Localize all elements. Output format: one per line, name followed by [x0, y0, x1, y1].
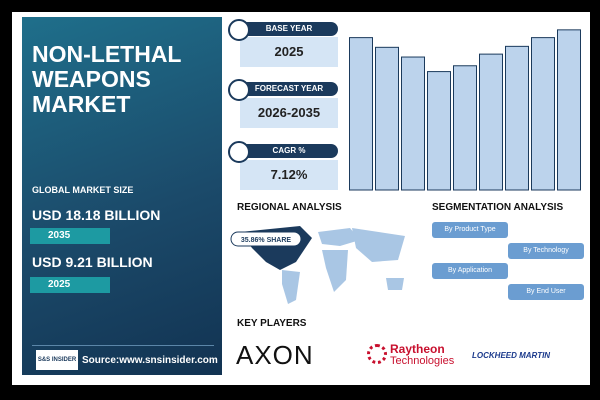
section-title: REGIONAL ANALYSIS — [237, 202, 342, 213]
africa — [322, 250, 348, 292]
source-text: Source:www.snsinsider.com — [82, 355, 218, 366]
logo-axon: AXON — [236, 340, 314, 370]
icon — [228, 19, 250, 41]
value: USD 18.18 BILLION — [32, 207, 161, 223]
oceania — [386, 278, 404, 290]
segment: By End User — [508, 284, 584, 300]
card-value: 2025 — [240, 37, 338, 67]
europe — [318, 228, 360, 246]
size-label: GLOBAL MARKET SIZE — [32, 185, 134, 195]
bar — [401, 56, 425, 191]
bar — [375, 46, 399, 191]
bar — [531, 37, 555, 191]
card-value: 7.12% — [240, 160, 338, 190]
icon — [228, 141, 250, 163]
value: USD 9.21 BILLION — [32, 254, 153, 270]
card-label: FORECAST YEAR — [240, 82, 338, 96]
asia — [352, 228, 405, 262]
segment: By Application — [432, 263, 508, 279]
year: 2025 — [30, 277, 110, 293]
bar — [427, 71, 451, 191]
segment: By Technology — [508, 243, 584, 259]
logo: S&S INSIDER — [36, 350, 78, 370]
card-label: CAGR % — [240, 144, 338, 158]
source: S&S INSIDER Source:www.snsinsider.com — [32, 345, 218, 373]
logo-lockheed: LOCKHEED MARTIN — [472, 351, 551, 360]
bar — [557, 29, 581, 191]
segment: By Product Type — [432, 222, 508, 238]
bar — [479, 53, 503, 191]
bar — [453, 65, 477, 191]
section-title: SEGMENTATION ANALYSIS — [432, 202, 564, 213]
raytheon-mark — [367, 344, 387, 364]
share-pill — [230, 231, 302, 247]
left-panel — [22, 17, 222, 375]
south-america — [282, 270, 300, 304]
year: 2035 — [30, 228, 110, 244]
bar — [505, 45, 529, 191]
bar — [349, 37, 373, 191]
logo-raytheon: Technologies — [390, 355, 455, 367]
title: NON-LETHAL WEAPONS MARKET — [32, 41, 182, 117]
card-value: 2026-2035 — [240, 98, 338, 128]
card-label: BASE YEAR — [240, 22, 338, 36]
map — [240, 226, 405, 304]
section-title: KEY PLAYERS — [237, 318, 307, 329]
logo-raytheon: Raytheon — [390, 342, 445, 356]
share: 35.86% SHARE — [241, 237, 292, 244]
icon — [228, 79, 250, 101]
